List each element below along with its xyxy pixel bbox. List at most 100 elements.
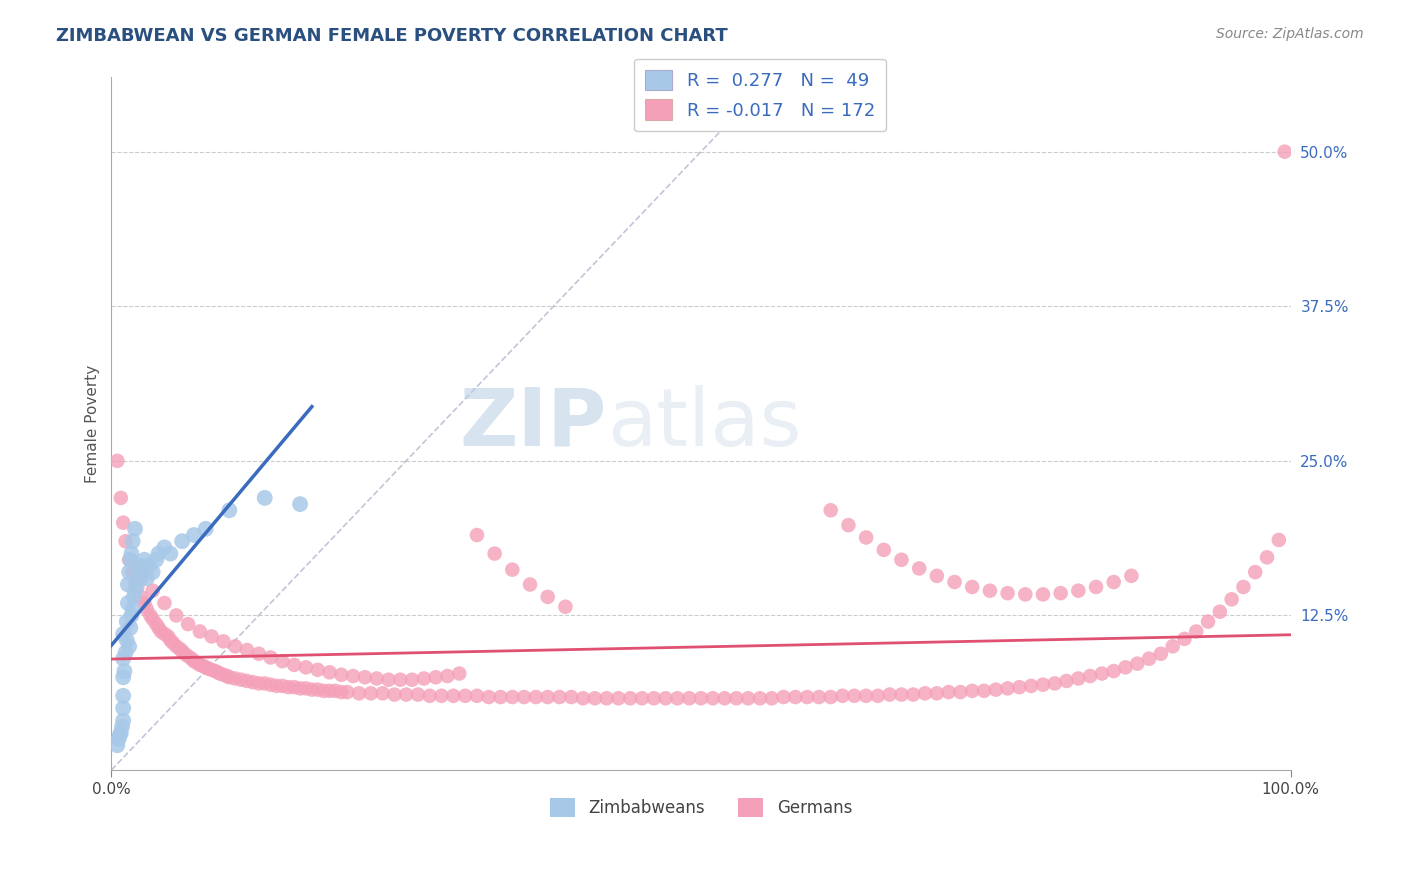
Point — [855, 531, 877, 545]
Point — [537, 590, 560, 604]
Point — [215, 669, 238, 683]
Point — [118, 553, 141, 567]
Point — [193, 659, 215, 673]
Point — [360, 686, 382, 700]
Point — [478, 690, 501, 704]
Point — [142, 565, 165, 579]
Point — [162, 635, 184, 649]
Point — [307, 682, 329, 697]
Point — [224, 672, 246, 686]
Point — [997, 681, 1019, 696]
Point — [513, 690, 536, 704]
Point — [105, 454, 128, 468]
Point — [208, 666, 231, 681]
Point — [212, 667, 235, 681]
Point — [121, 602, 143, 616]
Point — [979, 583, 1001, 598]
Point — [110, 491, 132, 505]
Point — [169, 641, 191, 656]
Point — [112, 664, 135, 678]
Point — [129, 565, 152, 579]
Point — [307, 663, 329, 677]
Y-axis label: Female Poverty: Female Poverty — [86, 365, 100, 483]
Point — [890, 553, 912, 567]
Point — [197, 662, 219, 676]
Point — [153, 627, 176, 641]
Point — [112, 627, 135, 641]
Point — [110, 726, 132, 740]
Point — [820, 690, 842, 704]
Point — [183, 528, 205, 542]
Point — [389, 673, 412, 687]
Point — [837, 518, 859, 533]
Point — [218, 670, 240, 684]
Point — [153, 596, 176, 610]
Point — [548, 690, 571, 704]
Point — [725, 691, 748, 706]
Point — [124, 522, 146, 536]
Point — [128, 558, 150, 573]
Point — [666, 691, 689, 706]
Point — [159, 547, 181, 561]
Point — [873, 542, 896, 557]
Point — [925, 686, 948, 700]
Point — [253, 491, 276, 505]
Point — [1137, 651, 1160, 665]
Point — [537, 690, 560, 704]
Point — [188, 624, 211, 639]
Point — [1209, 605, 1232, 619]
Point — [465, 528, 488, 542]
Point — [960, 580, 983, 594]
Point — [1091, 666, 1114, 681]
Point — [1232, 580, 1254, 594]
Point — [949, 685, 972, 699]
Point — [247, 676, 270, 690]
Point — [465, 689, 488, 703]
Point — [165, 640, 187, 654]
Point — [204, 664, 226, 678]
Point — [186, 656, 208, 670]
Point — [1173, 632, 1195, 646]
Point — [943, 574, 966, 589]
Point — [631, 691, 654, 706]
Point — [820, 503, 842, 517]
Point — [678, 691, 700, 706]
Text: ZIP: ZIP — [460, 384, 606, 463]
Point — [271, 679, 294, 693]
Point — [183, 654, 205, 668]
Point — [127, 571, 149, 585]
Point — [112, 701, 135, 715]
Point — [129, 590, 152, 604]
Point — [124, 571, 146, 585]
Point — [371, 686, 394, 700]
Point — [153, 541, 176, 555]
Point — [117, 577, 139, 591]
Point — [271, 654, 294, 668]
Point — [412, 672, 434, 686]
Point — [607, 691, 630, 706]
Point — [142, 583, 165, 598]
Point — [1032, 587, 1054, 601]
Point — [139, 608, 162, 623]
Point — [583, 691, 606, 706]
Point — [135, 571, 157, 585]
Point — [489, 690, 512, 704]
Point — [1161, 640, 1184, 654]
Point — [288, 497, 311, 511]
Point — [366, 672, 388, 686]
Point — [105, 738, 128, 752]
Point — [938, 685, 960, 699]
Point — [121, 565, 143, 579]
Point — [1150, 647, 1173, 661]
Point — [342, 669, 364, 683]
Point — [125, 577, 148, 591]
Point — [1102, 664, 1125, 678]
Point — [572, 691, 595, 706]
Text: Source: ZipAtlas.com: Source: ZipAtlas.com — [1216, 27, 1364, 41]
Point — [425, 670, 447, 684]
Point — [295, 660, 318, 674]
Point — [1256, 550, 1278, 565]
Point — [737, 691, 759, 706]
Point — [347, 686, 370, 700]
Point — [595, 691, 617, 706]
